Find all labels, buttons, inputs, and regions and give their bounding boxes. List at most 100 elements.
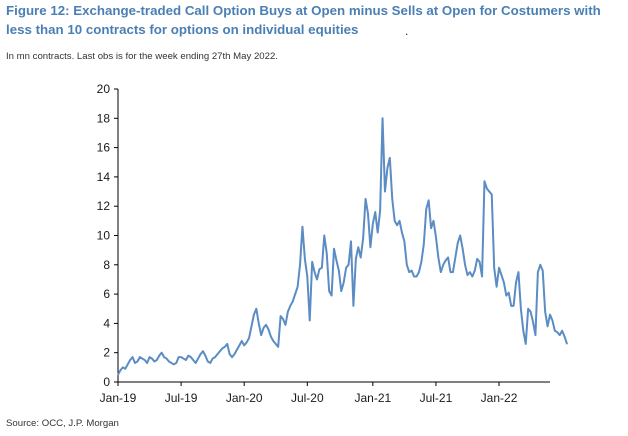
data-point (119, 369, 122, 371)
data-point (296, 286, 299, 288)
data-point (243, 344, 245, 346)
y-tick-label: 8 (103, 258, 110, 272)
data-point (170, 362, 172, 364)
data-point (338, 270, 340, 272)
data-point (435, 236, 437, 238)
data-point (301, 226, 304, 228)
data-point (221, 347, 223, 349)
data-point (508, 292, 510, 294)
data-point (452, 271, 454, 273)
data-point (153, 360, 156, 363)
data-point (491, 193, 493, 196)
data-point (161, 352, 163, 354)
data-point (527, 308, 529, 310)
data-point (469, 271, 471, 273)
data-point (287, 311, 289, 313)
data-point (148, 356, 151, 358)
y-tick-label: 18 (97, 111, 111, 125)
data-point (522, 330, 524, 332)
data-point (127, 363, 129, 366)
data-point (204, 355, 206, 357)
data-point (559, 334, 561, 336)
data-point (566, 343, 568, 345)
x-tick-label: Jan-21 (354, 391, 391, 405)
data-point (418, 271, 420, 273)
data-point (488, 190, 490, 193)
data-point (216, 353, 219, 355)
data-point (195, 362, 197, 364)
data-point (328, 290, 330, 292)
data-point (229, 353, 231, 355)
data-point (525, 343, 527, 345)
data-point (275, 343, 277, 345)
data-point (454, 256, 456, 259)
data-point (459, 234, 461, 237)
data-point (122, 366, 124, 368)
data-point (277, 346, 279, 348)
data-point (224, 346, 226, 348)
data-point (391, 198, 393, 200)
figure-subtitle: In mn contracts. Last obs is for the wee… (6, 51, 278, 62)
data-point (360, 256, 362, 259)
data-point (537, 271, 539, 273)
data-point (381, 117, 384, 119)
data-point (326, 252, 328, 254)
data-point (190, 356, 192, 358)
data-point (447, 256, 449, 259)
data-point (214, 356, 216, 358)
data-point (512, 305, 515, 307)
y-axis-ticks: 0 2 4 6 8 10 12 14 16 18 20 (97, 82, 118, 389)
data-point (355, 258, 357, 260)
data-point (474, 270, 476, 272)
data-point (265, 324, 267, 326)
y-tick-label: 16 (97, 141, 111, 155)
data-point (498, 267, 500, 269)
data-point (131, 356, 134, 358)
data-point (263, 327, 265, 329)
data-point (425, 208, 427, 210)
data-point (199, 353, 202, 355)
data-point (233, 353, 236, 355)
data-point (289, 305, 291, 307)
data-point (479, 261, 481, 263)
data-point (551, 319, 554, 322)
x-tick-label: Jul-21 (420, 391, 453, 405)
y-tick-label: 0 (103, 375, 110, 389)
data-point (158, 355, 160, 357)
data-point (372, 223, 374, 225)
data-point (483, 180, 486, 182)
data-point (304, 258, 306, 260)
data-point (318, 268, 321, 270)
data-point (139, 356, 141, 358)
data-point (398, 220, 401, 222)
data-point (238, 344, 240, 346)
data-point (175, 362, 177, 364)
data-point (374, 211, 376, 213)
data-point (311, 261, 313, 263)
data-point (367, 212, 369, 215)
data-point (124, 368, 126, 370)
data-point (340, 290, 342, 292)
data-point (180, 356, 182, 358)
data-point (529, 311, 532, 313)
data-point (379, 209, 381, 212)
data-point (313, 271, 316, 273)
x-tick-label: Jan-22 (481, 391, 518, 405)
data-point (253, 314, 255, 316)
data-point (347, 264, 350, 266)
data-point (292, 300, 294, 303)
data-point (352, 305, 355, 307)
data-point (384, 190, 386, 193)
data-point (413, 275, 415, 278)
data-point (335, 259, 338, 262)
data-point (333, 248, 335, 250)
x-tick-label: Jul-20 (291, 391, 324, 405)
data-point (517, 271, 520, 273)
data-point (493, 267, 495, 269)
stray-dot-marker: . (405, 24, 409, 38)
data-point (144, 359, 146, 361)
y-tick-label: 6 (103, 287, 110, 301)
data-point (428, 199, 430, 201)
data-point (250, 325, 253, 327)
data-point (260, 334, 262, 336)
